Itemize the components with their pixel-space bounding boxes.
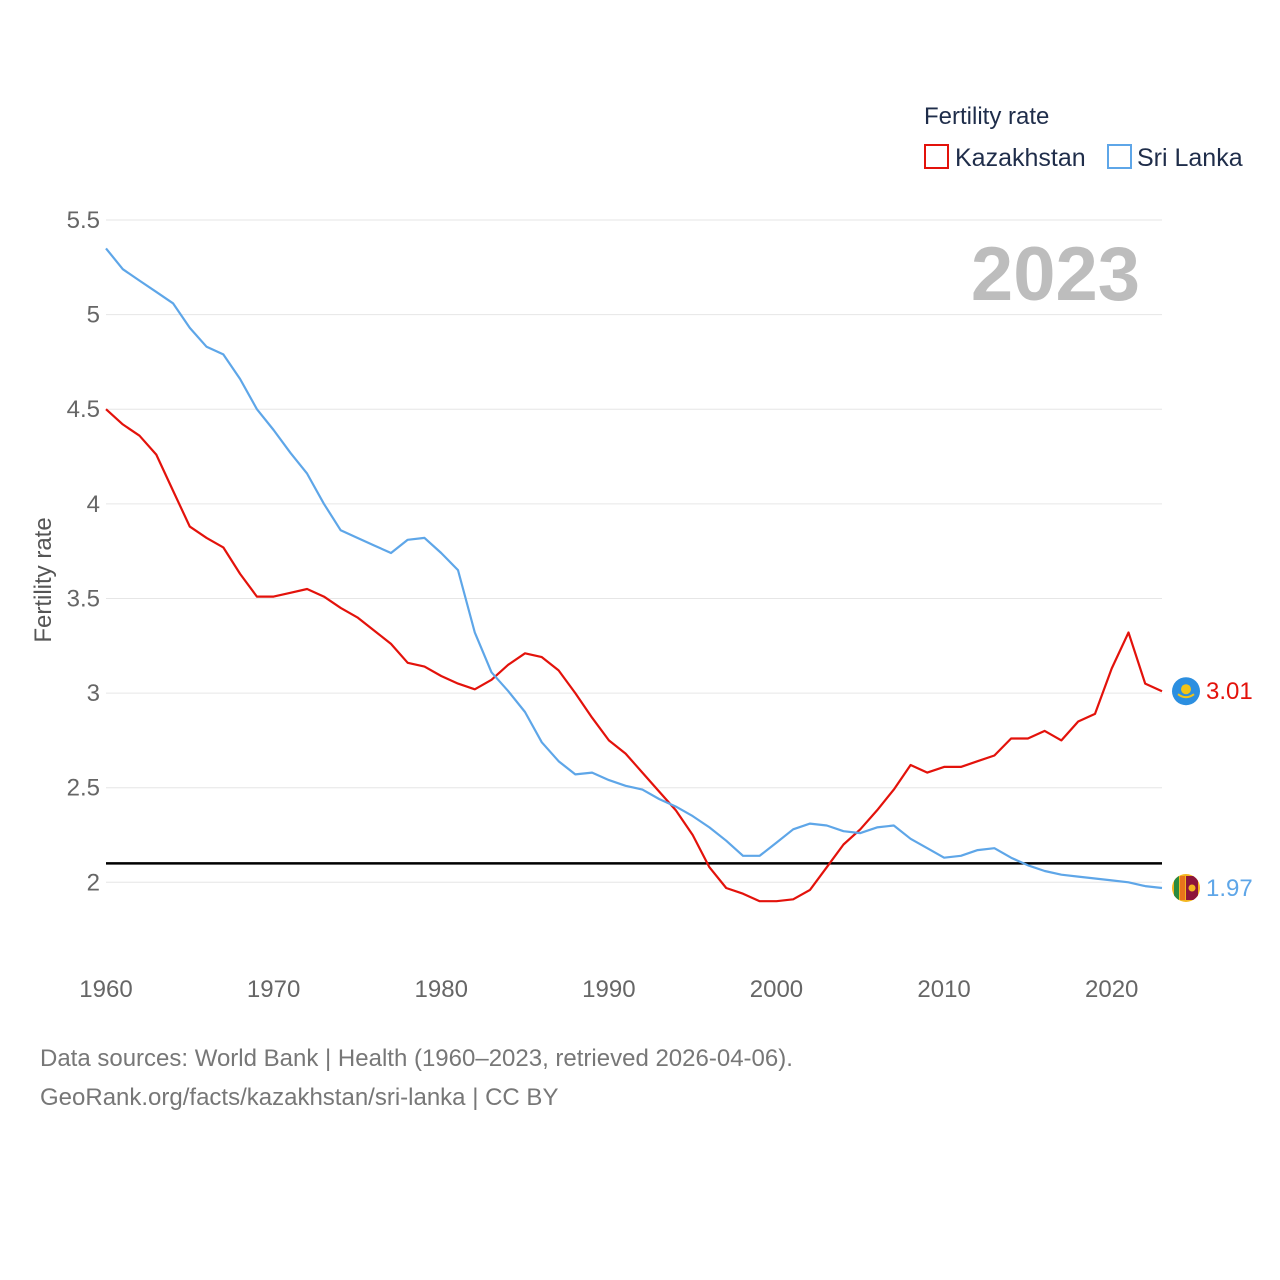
x-tick-label: 1970 [247, 976, 300, 1003]
y-tick-label: 4.5 [67, 396, 100, 423]
sri-lanka-flag-icon [1172, 874, 1200, 902]
legend-label-kazakhstan: Kazakhstan [955, 144, 1086, 172]
legend: Fertility rate Kazakhstan Sri Lanka [924, 103, 1243, 172]
sri-lanka-end-label: 1.97 [1206, 875, 1253, 902]
legend-swatch-kazakhstan [924, 144, 949, 169]
y-tick-label: 2 [87, 869, 100, 896]
grid [106, 219, 1162, 883]
y-tick-label: 5 [87, 302, 100, 329]
x-tick-label: 2000 [750, 976, 803, 1003]
kazakhstan-end-label: 3.01 [1206, 678, 1253, 705]
highlight-year: 2023 [971, 232, 1140, 317]
kazakhstan-flag-icon [1172, 677, 1200, 706]
x-tick-label: 2020 [1085, 976, 1138, 1003]
legend-item-sri-lanka[interactable]: Sri Lanka [1107, 144, 1243, 172]
x-tick-label: 1960 [79, 976, 132, 1003]
legend-item-kazakhstan[interactable]: Kazakhstan [924, 144, 1086, 172]
series-line-kazakhstan[interactable] [105, 408, 1163, 903]
legend-title: Fertility rate [924, 103, 1049, 130]
y-tick-label: 5.5 [67, 207, 100, 234]
data-source-note: Data sources: World Bank | Health (1960–… [40, 1045, 793, 1072]
y-tick-label: 3.5 [67, 585, 100, 612]
series-line-sri-lanka[interactable] [105, 247, 1163, 890]
y-tick-label: 2.5 [67, 775, 100, 802]
x-axis: 1960 1970 1980 1990 2000 2010 2020 [79, 976, 1138, 1003]
series-lines [105, 247, 1163, 903]
x-tick-label: 2010 [917, 976, 970, 1003]
legend-label-sri-lanka: Sri Lanka [1137, 144, 1243, 172]
y-axis-title: Fertility rate [30, 517, 57, 642]
y-tick-label: 3 [87, 680, 100, 707]
source-url[interactable]: GeoRank.org/facts/kazakhstan/sri-lanka |… [40, 1084, 559, 1111]
x-tick-label: 1980 [415, 976, 468, 1003]
legend-swatch-sri-lanka [1107, 144, 1132, 169]
y-axis: 2 2.5 3 3.5 4 4.5 5 5.5 [67, 207, 100, 896]
y-tick-label: 4 [87, 491, 100, 518]
x-tick-label: 1990 [582, 976, 635, 1003]
